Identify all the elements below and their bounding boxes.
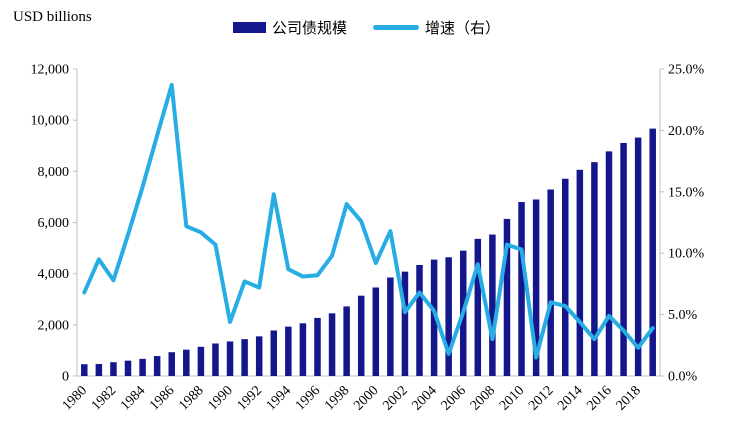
legend-label-bond-size: 公司债规模 bbox=[271, 21, 347, 37]
bar-2003 bbox=[416, 264, 423, 376]
right-axis-tick-label: 0.0% bbox=[668, 370, 698, 385]
x-axis-tick-label: 1990 bbox=[205, 383, 235, 413]
x-axis-tick-label: 2002 bbox=[380, 383, 410, 413]
x-axis-tick-label: 2012 bbox=[526, 383, 556, 413]
bar-2000 bbox=[372, 287, 380, 376]
bar-2016 bbox=[605, 151, 613, 376]
x-axis-tick-label: 2016 bbox=[584, 383, 614, 413]
bar-1988 bbox=[197, 346, 205, 376]
bar-2011 bbox=[532, 199, 540, 376]
left-axis-tick-label: 8,000 bbox=[38, 165, 70, 180]
x-axis-tick-label: 1986 bbox=[147, 383, 177, 413]
x-axis-tick-label: 2006 bbox=[439, 383, 469, 413]
x-axis-tick-label: 1996 bbox=[293, 383, 323, 413]
bar-2012 bbox=[547, 189, 554, 376]
line-swatch-icon bbox=[373, 25, 419, 30]
left-axis-tick-label: 12,000 bbox=[31, 63, 70, 78]
bar-1989 bbox=[212, 343, 219, 376]
x-axis-tick-label: 1988 bbox=[176, 383, 206, 413]
bar-1984 bbox=[139, 358, 146, 376]
bar-2018 bbox=[634, 137, 642, 376]
growth-line bbox=[82, 82, 655, 360]
x-axis-tick-label: 1980 bbox=[60, 383, 90, 413]
left-axis-tick-label: 2,000 bbox=[38, 318, 70, 333]
x-axis-tick-label: 1992 bbox=[235, 383, 265, 413]
chart-legend: 公司债规模 增速（右） bbox=[0, 17, 733, 38]
right-axis-tick-label: 15.0% bbox=[668, 185, 705, 200]
bar-1997 bbox=[328, 313, 336, 376]
left-axis-tick-label: 6,000 bbox=[38, 216, 70, 231]
x-axis-tick-label: 1994 bbox=[264, 383, 294, 413]
bar-1981 bbox=[95, 363, 103, 376]
bar-2010 bbox=[518, 202, 525, 376]
bar-2014 bbox=[576, 169, 584, 376]
bar-swatch-icon bbox=[232, 22, 266, 33]
left-axis-tick-label: 4,000 bbox=[38, 267, 70, 282]
bar-1993 bbox=[270, 330, 278, 376]
bar-2013 bbox=[562, 178, 569, 376]
bar-1980 bbox=[81, 364, 88, 376]
bar-1986 bbox=[168, 352, 175, 376]
bar-1999 bbox=[357, 295, 365, 376]
legend-item-bond-size: 公司债规模 bbox=[232, 17, 347, 38]
x-axis-tick-label: 2014 bbox=[555, 383, 585, 413]
right-axis-tick-label: 5.0% bbox=[668, 308, 698, 323]
bar-1982 bbox=[110, 362, 117, 376]
bar-1990 bbox=[226, 341, 234, 376]
left-axis-tick-label: 10,000 bbox=[31, 114, 70, 129]
right-axis-tick-label: 25.0% bbox=[668, 63, 705, 78]
bar-1992 bbox=[255, 336, 263, 376]
bar-2008 bbox=[489, 234, 496, 376]
x-axis-tick-label: 1984 bbox=[118, 383, 148, 413]
left-axis-tick-label: 0 bbox=[62, 370, 69, 385]
x-axis-tick-label: 2000 bbox=[351, 383, 381, 413]
bar-2015 bbox=[591, 162, 598, 376]
x-axis-tick-label: 1998 bbox=[322, 383, 352, 413]
bar-1991 bbox=[241, 339, 248, 376]
bar-2001 bbox=[387, 277, 394, 376]
bar-2009 bbox=[503, 218, 511, 376]
bar-2004 bbox=[430, 259, 438, 376]
bar-1994 bbox=[285, 326, 292, 376]
bar-2002 bbox=[401, 271, 409, 376]
bar-1996 bbox=[314, 317, 321, 376]
right-axis-tick-label: 10.0% bbox=[668, 247, 705, 262]
x-axis-tick-label: 2008 bbox=[468, 383, 498, 413]
bar-1995 bbox=[299, 323, 307, 376]
axis-unit-label: USD billions bbox=[13, 9, 92, 25]
x-axis-tick-label: 2010 bbox=[497, 383, 527, 413]
x-axis-tick-label: 2018 bbox=[614, 383, 644, 413]
bar-1983 bbox=[124, 360, 132, 376]
bar-2005 bbox=[445, 257, 452, 376]
legend-label-growth: 增速（右） bbox=[425, 21, 501, 37]
bar-1987 bbox=[183, 349, 190, 376]
bar-2007 bbox=[474, 238, 482, 376]
x-axis-tick-label: 2004 bbox=[410, 383, 440, 413]
bar-2019 bbox=[649, 128, 656, 376]
bar-1985 bbox=[153, 356, 161, 376]
right-axis-tick-label: 20.0% bbox=[668, 124, 705, 139]
bar-2017 bbox=[620, 142, 627, 376]
bar-1998 bbox=[343, 306, 350, 376]
legend-item-growth: 增速（右） bbox=[373, 17, 500, 38]
x-axis-tick-label: 1982 bbox=[89, 383, 119, 413]
